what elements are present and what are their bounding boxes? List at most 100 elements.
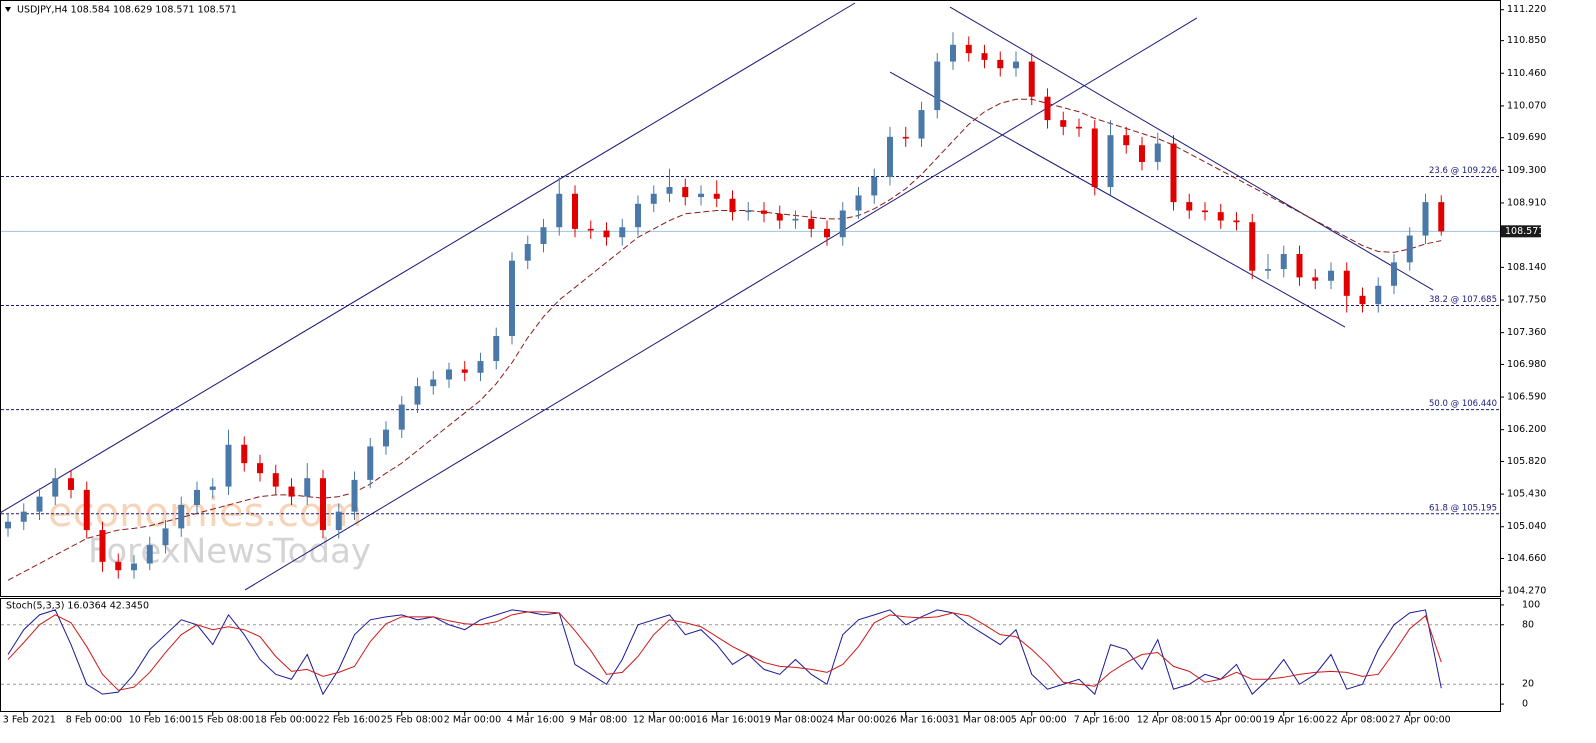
candle-body bbox=[461, 369, 468, 373]
menu-arrow bbox=[5, 7, 11, 12]
x-tick-label: 22 Apr 08:00 bbox=[1326, 715, 1388, 726]
candle-body bbox=[131, 563, 137, 571]
x-tick-label: 2 Mar 00:00 bbox=[444, 715, 501, 726]
candle-body bbox=[619, 227, 626, 238]
x-tick-label: 18 Feb 00:00 bbox=[255, 715, 317, 726]
trendline bbox=[244, 17, 1198, 591]
candle-body bbox=[1343, 270, 1350, 296]
fib-label: 50.0 @ 106.440 bbox=[1429, 399, 1497, 409]
candle-body bbox=[52, 478, 59, 497]
candle-body bbox=[776, 213, 783, 221]
y-tick-label: 80 bbox=[1522, 619, 1534, 630]
x-tick-label: 9 Mar 08:00 bbox=[570, 715, 627, 726]
candle-body bbox=[241, 444, 248, 464]
candle-body bbox=[383, 429, 389, 447]
candle-body bbox=[414, 386, 421, 405]
x-tick-label: 19 Apr 16:00 bbox=[1263, 715, 1325, 726]
y-tick-label: 105.820 bbox=[1507, 456, 1546, 467]
x-tick-label: 12 Apr 08:00 bbox=[1137, 715, 1199, 726]
candle-body bbox=[682, 187, 689, 198]
candle-body bbox=[335, 511, 342, 531]
y-tick-label: 109.300 bbox=[1507, 165, 1546, 176]
candle-body bbox=[1375, 285, 1382, 305]
y-tick-label: 20 bbox=[1522, 679, 1534, 690]
candle-body bbox=[587, 228, 594, 231]
candle-body bbox=[1249, 222, 1256, 271]
candle-body bbox=[477, 361, 484, 373]
y-tick-label: 104.270 bbox=[1507, 586, 1546, 597]
candle-body bbox=[1186, 202, 1193, 211]
y-tick-label: 110.070 bbox=[1507, 100, 1546, 111]
trendline bbox=[949, 6, 1434, 291]
candle-body bbox=[855, 195, 862, 211]
chart-title: USDJPY,H4 108.584 108.629 108.571 108.57… bbox=[17, 5, 237, 16]
y-tick-label: 104.660 bbox=[1507, 553, 1546, 564]
trendline bbox=[0, 2, 856, 514]
candle-body bbox=[902, 136, 909, 139]
candle-body bbox=[934, 61, 941, 111]
candle-body bbox=[99, 530, 106, 562]
candle-body bbox=[446, 369, 452, 380]
x-tick-label: 4 Mar 16:00 bbox=[507, 715, 564, 726]
candle-body bbox=[1107, 135, 1114, 188]
candle-body bbox=[839, 210, 846, 238]
candle-body bbox=[68, 478, 74, 490]
candle-body bbox=[493, 335, 500, 362]
y-tick-label: 110.850 bbox=[1507, 35, 1546, 46]
candle-body bbox=[1139, 145, 1145, 162]
candle-body bbox=[540, 227, 547, 244]
candle-body bbox=[1391, 262, 1397, 286]
candle-body bbox=[981, 53, 988, 60]
x-tick-label: 24 Mar 00:00 bbox=[822, 715, 885, 726]
x-tick-label: 5 Apr 00:00 bbox=[1011, 715, 1067, 726]
stoch-line bbox=[7, 611, 1442, 691]
candle-body bbox=[1438, 202, 1445, 232]
candle-body bbox=[257, 463, 263, 474]
y-tick-label: 111.220 bbox=[1507, 4, 1546, 15]
candle-body bbox=[83, 489, 90, 531]
candle-body bbox=[1044, 96, 1051, 121]
candle-body bbox=[304, 478, 311, 497]
candle-body bbox=[745, 210, 752, 213]
candle-body bbox=[1170, 143, 1177, 203]
candle-body bbox=[1280, 253, 1287, 270]
candle-body bbox=[871, 177, 878, 196]
candle-body bbox=[1312, 277, 1319, 281]
candle-body bbox=[524, 243, 531, 261]
candle-body bbox=[194, 489, 200, 505]
stoch-title: Stoch(5,3,3) 16.0364 42.3450 bbox=[6, 601, 149, 612]
y-tick-label: 108.910 bbox=[1507, 197, 1546, 208]
candle-body bbox=[209, 486, 216, 490]
candle-body bbox=[729, 198, 736, 213]
price-box bbox=[1501, 225, 1541, 238]
y-tick-label: 108.140 bbox=[1507, 262, 1546, 273]
candle-body bbox=[36, 496, 43, 512]
candle-body bbox=[556, 193, 563, 228]
candle-body bbox=[1233, 220, 1240, 223]
x-tick-label: 8 Feb 00:00 bbox=[66, 715, 122, 726]
candle-body bbox=[272, 473, 279, 487]
candle-body bbox=[1296, 253, 1303, 278]
candle-body bbox=[997, 59, 1004, 69]
candle-body bbox=[965, 44, 972, 54]
candle-body bbox=[178, 504, 185, 529]
x-tick-label: 27 Apr 00:00 bbox=[1389, 715, 1451, 726]
candle-body bbox=[918, 110, 925, 139]
candle-body bbox=[1154, 143, 1161, 162]
y-tick-label: 105.430 bbox=[1507, 489, 1546, 500]
main-frame bbox=[0, 0, 1501, 597]
candle-body bbox=[887, 136, 893, 178]
y-tick-label: 0 bbox=[1522, 699, 1528, 710]
candle-body bbox=[1076, 126, 1082, 129]
x-tick-label: 7 Apr 16:00 bbox=[1074, 715, 1130, 726]
trendline bbox=[889, 71, 1346, 328]
x-tick-label: 19 Mar 08:00 bbox=[759, 715, 822, 726]
fib-label: 38.2 @ 107.685 bbox=[1429, 295, 1497, 305]
candle-body bbox=[950, 44, 956, 62]
y-tick-label: 110.460 bbox=[1507, 68, 1546, 79]
y-tick-label: 105.040 bbox=[1507, 521, 1546, 532]
candle-body bbox=[146, 545, 153, 564]
candle-body bbox=[509, 260, 515, 336]
